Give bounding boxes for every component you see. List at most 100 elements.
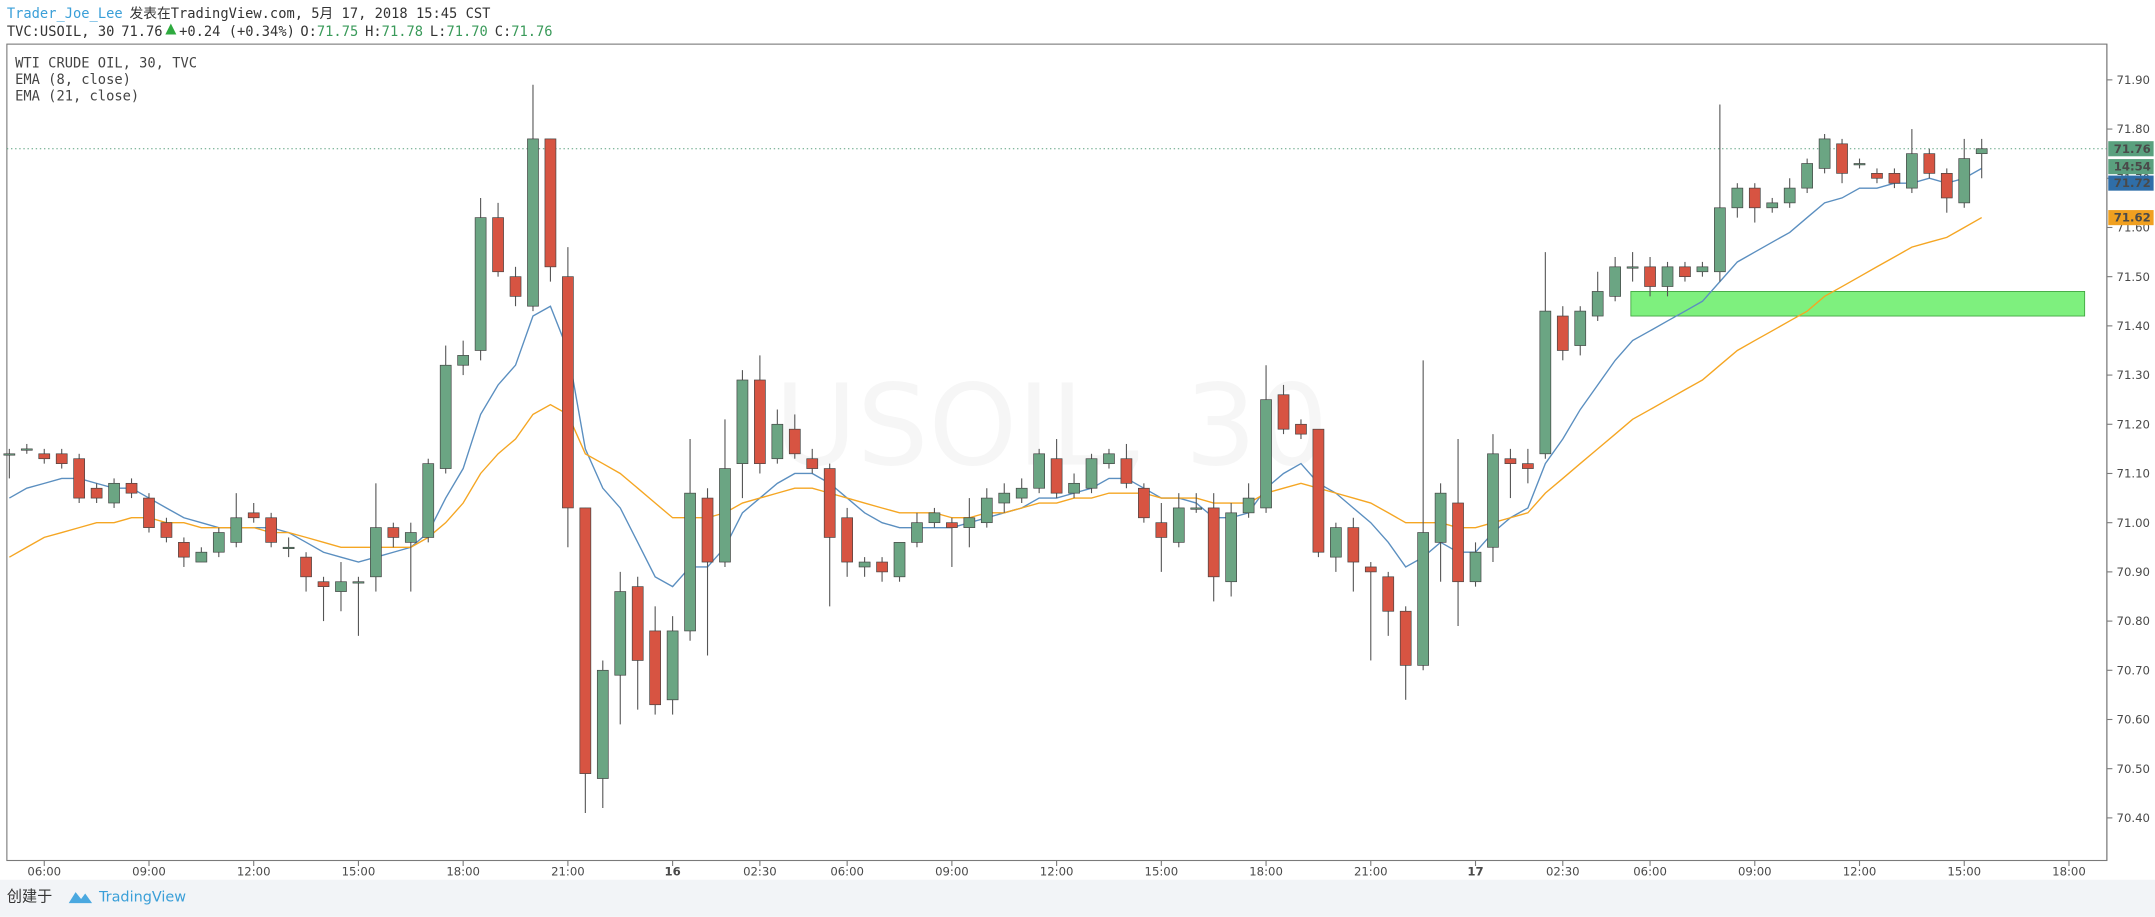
legend-ema8: EMA (8, close) — [15, 72, 131, 88]
x-tick-label: 09:00 — [1738, 865, 1772, 879]
candle-body — [457, 355, 470, 366]
candle-body — [73, 458, 86, 499]
legend-ema21: EMA (21, close) — [15, 88, 139, 104]
candle-body — [1469, 551, 1482, 583]
candle-body — [1714, 207, 1726, 273]
candle-body — [1347, 527, 1360, 563]
y-tick-label: 71.20 — [2117, 417, 2150, 431]
candle-body — [55, 453, 68, 464]
legend-title: WTI CRUDE OIL, 30, TVC — [15, 55, 197, 71]
y-tick-label: 71.80 — [2117, 122, 2150, 136]
last: 71.76 — [121, 24, 162, 40]
x-tick-label: 09:00 — [132, 865, 166, 879]
candle-body — [806, 458, 819, 469]
candle-body — [1050, 458, 1063, 494]
candle-body — [1085, 458, 1098, 489]
candle-body — [1434, 492, 1447, 543]
candle-body — [178, 542, 190, 558]
candle-body — [1731, 187, 1744, 209]
candle-body — [1644, 266, 1656, 287]
candle-body — [1382, 576, 1395, 612]
author: Trader_Joe_Lee — [7, 6, 123, 22]
candle-body — [1260, 399, 1272, 509]
candle-body — [1068, 482, 1080, 494]
candle-body — [38, 453, 51, 460]
candle-body — [596, 669, 609, 779]
candle-body — [1015, 487, 1028, 499]
candle-body — [1522, 463, 1534, 469]
candle-body — [160, 522, 173, 538]
price-label-box — [2108, 141, 2154, 157]
candle-body — [370, 527, 382, 578]
candle-body — [492, 217, 504, 273]
y-tick-label: 71.00 — [2117, 516, 2150, 530]
candle-body — [684, 492, 696, 632]
candle-body — [1574, 310, 1587, 346]
price-label: 71.72 — [2114, 176, 2151, 190]
ema-line — [9, 167, 1983, 588]
countdown: 14:54 — [2114, 160, 2151, 174]
candle-body — [771, 423, 784, 460]
y-tick-label: 71.90 — [2117, 73, 2150, 87]
candle-body — [928, 512, 941, 524]
y-tick-label: 70.60 — [2117, 713, 2150, 727]
candle-body — [265, 517, 278, 543]
x-tick-label: 18:00 — [1249, 865, 1283, 879]
candle-body — [858, 561, 871, 568]
candle-body — [579, 507, 592, 774]
x-tick-label: 21:00 — [1354, 865, 1388, 879]
candle-body — [631, 586, 644, 661]
candle-body — [335, 581, 347, 592]
candle-body — [1626, 266, 1639, 269]
y-tick-label: 71.50 — [2117, 270, 2150, 284]
candle-body — [125, 482, 138, 494]
candle-body — [352, 581, 365, 584]
candle-body — [195, 551, 208, 563]
y-tick-label: 70.90 — [2117, 565, 2150, 579]
ohlc-value: 71.78 — [382, 24, 423, 40]
candle-body — [422, 463, 435, 538]
candle-body — [1242, 497, 1255, 514]
candle-body — [230, 517, 243, 543]
candle-body — [1766, 202, 1779, 209]
y-tick-label: 70.40 — [2117, 811, 2150, 825]
candle-body — [90, 487, 103, 499]
y-tick-label: 71.40 — [2117, 319, 2150, 333]
x-tick-label: 06:00 — [1633, 865, 1667, 879]
candle-body — [719, 468, 731, 563]
x-tick-label: 06:00 — [830, 865, 864, 879]
x-tick-label: 09:00 — [935, 865, 969, 879]
candle-body — [1923, 153, 1936, 174]
x-tick-label: 18:00 — [446, 865, 480, 879]
candle-body — [20, 448, 33, 451]
candle-body — [1556, 315, 1569, 351]
candle-body — [1033, 453, 1045, 489]
ohlc-label: C: — [495, 24, 512, 40]
x-tick-label: 12:00 — [237, 865, 271, 879]
candle-body — [300, 556, 312, 578]
candle-body — [788, 428, 801, 455]
candle-body — [980, 497, 993, 524]
footer-brand[interactable]: TradingView — [98, 890, 186, 906]
change: +0.24 (+0.34%) — [179, 24, 295, 40]
candle-body — [1591, 291, 1604, 317]
tv-logo — [68, 892, 93, 904]
candle-body — [754, 379, 766, 464]
up-arrow-icon — [165, 23, 177, 35]
logo-shape — [68, 892, 93, 904]
candle-body — [544, 138, 557, 268]
candle-body — [1487, 453, 1499, 548]
published: 发表在TradingView.com, 5月 17, 2018 15:45 CS… — [130, 6, 491, 22]
y-tick-label: 71.30 — [2117, 368, 2150, 382]
candle-body — [509, 276, 522, 297]
candle-body — [212, 532, 225, 553]
candle-body — [562, 276, 574, 509]
candle-body — [404, 532, 417, 543]
header-line-2: TVC:USOIL, 30 71.76 +0.24 (+0.34%) O:71.75 H… — [7, 24, 553, 40]
candle-body — [841, 517, 853, 563]
candle-body — [3, 453, 16, 456]
candle-body — [1836, 143, 1848, 174]
x-tick-label: 18:00 — [2052, 865, 2086, 879]
candle-body — [1539, 310, 1552, 455]
countdown-box — [2108, 159, 2154, 175]
